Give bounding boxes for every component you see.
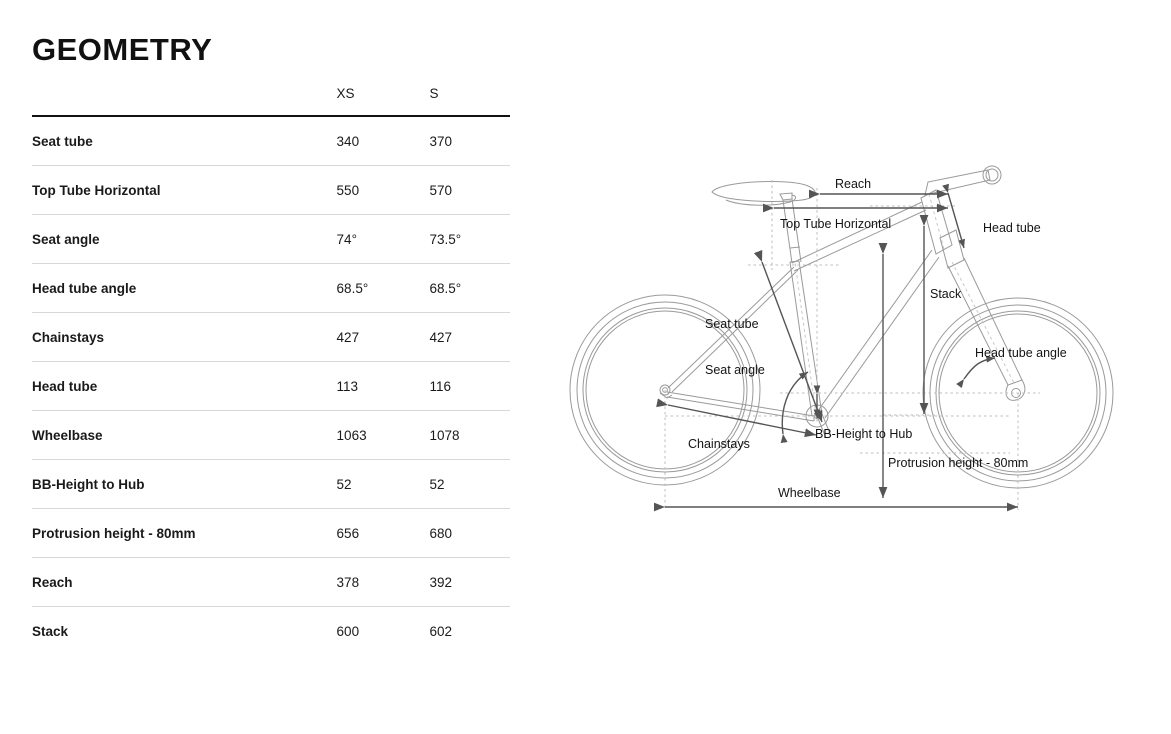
row-label: Stack [32,624,69,639]
row-value-s: 1078 [429,410,510,460]
column-header-xs: XS [336,86,355,101]
row-value-xs: 656 [336,508,430,558]
row-value-xs: 74° [336,214,430,264]
head-tube-angle-arc [956,355,996,389]
row-label: Reach [32,557,337,607]
row-value-s: 602 [429,624,452,639]
table-row: Reach 378 392 [32,557,510,607]
table-row: Seat tube 340 370 [32,116,510,166]
row-value-xs: 52 [336,459,430,509]
table-row: Seat angle 74° 73.5° [32,214,510,264]
head-tube-arrow [942,183,965,249]
table-row: Stack 600 602 [32,607,510,656]
row-value-s: 392 [429,557,510,607]
table-row: Top Tube Horizontal 550 570 [32,165,510,215]
label-protrusion-height: Protrusion height - 80mm [888,456,1028,470]
column-header-spec [32,86,337,116]
label-chainstays: Chainstays [688,437,750,451]
column-header-s: S [429,86,439,101]
label-reach: Reach [835,177,871,191]
dimension-arrows [653,183,1018,512]
row-value-xs: 68.5° [336,263,430,313]
geometry-table: XS S Seat tube 340 370 Top Tube Horizontal 5… [32,86,510,655]
row-label: Seat tube [32,116,337,166]
label-head-tube: Head tube [983,221,1041,235]
row-value-xs: 378 [336,557,430,607]
row-value-xs: 600 [336,624,360,639]
table-row: BB-Height to Hub 52 52 [32,459,510,509]
label-stack: Stack [930,287,962,301]
table-body: Seat tube 340 370 Top Tube Horizontal 550 570… [32,116,510,655]
row-value-xs: 427 [336,312,430,362]
row-value-s: 52 [429,459,510,509]
table-row: Head tube angle 68.5° 68.5° [32,263,510,313]
row-value-xs: 340 [336,116,430,166]
row-value-s: 680 [429,508,510,558]
row-label: Head tube angle [32,263,337,313]
seat-tube-arrow [753,249,823,423]
table-row: Chainstays 427 427 [32,312,510,362]
row-value-s: 73.5° [429,214,510,264]
label-top-tube-horizontal: Top Tube Horizontal [780,217,891,231]
label-seat-angle: Seat angle [705,363,765,377]
table-header-row: XS S [32,86,510,116]
bike-geometry-diagram: Reach Top Tube Horizontal Head tube Stac… [540,150,1160,550]
row-label: Wheelbase [32,410,337,460]
row-value-xs: 113 [336,361,430,411]
row-value-xs: 550 [336,165,430,215]
table-head: XS S [32,86,510,116]
page-title: GEOMETRY [32,32,213,67]
row-value-s: 427 [429,312,510,362]
table-row: Wheelbase 1063 1078 [32,410,510,460]
row-value-s: 570 [429,165,510,215]
row-label: Top Tube Horizontal [32,165,337,215]
seat-angle-arc [780,371,809,444]
row-label: Protrusion height - 80mm [32,508,337,558]
row-label: BB-Height to Hub [32,459,337,509]
row-value-s: 116 [429,361,510,411]
row-label: Head tube [32,361,337,411]
row-value-s: 370 [429,116,510,166]
bike-frame [659,165,1026,439]
label-wheelbase: Wheelbase [778,486,841,500]
row-label: Seat angle [32,214,337,264]
row-value-xs: 1063 [336,410,430,460]
row-value-s: 68.5° [429,263,510,313]
row-label: Chainstays [32,312,337,362]
label-bb-height-to-hub: BB-Height to Hub [815,427,912,441]
label-seat-tube: Seat tube [705,317,759,331]
table-row: Head tube 113 116 [32,361,510,411]
table-row: Protrusion height - 80mm 656 680 [32,508,510,558]
label-head-tube-angle: Head tube angle [975,346,1067,360]
